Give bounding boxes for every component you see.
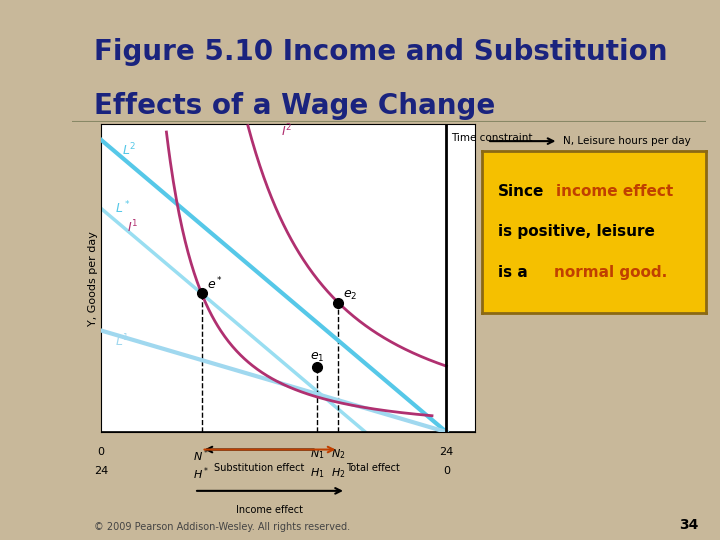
- Text: 0: 0: [97, 447, 104, 457]
- Text: 34: 34: [679, 518, 698, 532]
- Text: Since: Since: [498, 184, 544, 199]
- Text: $L^*$: $L^*$: [115, 199, 131, 216]
- Text: Effects of a Wage Change: Effects of a Wage Change: [94, 92, 495, 120]
- Text: $e_2$: $e_2$: [343, 289, 357, 302]
- Text: $H^*$: $H^*$: [194, 466, 210, 482]
- Text: $I^2$: $I^2$: [281, 123, 292, 139]
- Text: 24: 24: [439, 447, 454, 457]
- Text: H, Work hours per day: H, Work hours per day: [563, 163, 680, 172]
- Text: is positive, leisure: is positive, leisure: [498, 224, 655, 239]
- Text: Total effect: Total effect: [346, 463, 400, 474]
- Text: 0: 0: [443, 466, 450, 476]
- Text: $L^1$: $L^1$: [115, 332, 130, 349]
- Text: © 2009 Pearson Addison-Wesley. All rights reserved.: © 2009 Pearson Addison-Wesley. All right…: [94, 522, 350, 532]
- Text: Income effect: Income effect: [236, 504, 304, 515]
- Text: $I^1$: $I^1$: [127, 218, 138, 235]
- Text: Time constraint: Time constraint: [451, 133, 532, 144]
- Text: Figure 5.10 Income and Substitution: Figure 5.10 Income and Substitution: [94, 38, 667, 66]
- Text: Substitution effect: Substitution effect: [214, 463, 305, 474]
- Y-axis label: Y, Goods per day: Y, Goods per day: [88, 231, 98, 326]
- Text: $L^2$: $L^2$: [122, 141, 137, 158]
- Text: $H_1$: $H_1$: [310, 466, 324, 480]
- Text: $N_2$: $N_2$: [331, 447, 346, 461]
- Text: $H_2$: $H_2$: [331, 466, 346, 480]
- Text: $N_1$: $N_1$: [310, 447, 324, 461]
- Text: $N^*$: $N^*$: [194, 447, 210, 464]
- Text: 24: 24: [94, 466, 108, 476]
- Text: is a: is a: [498, 265, 528, 280]
- Text: $e_1$: $e_1$: [310, 350, 324, 364]
- Text: normal good.: normal good.: [554, 265, 667, 280]
- Text: N, Leisure hours per day: N, Leisure hours per day: [563, 136, 691, 146]
- Text: income effect: income effect: [556, 184, 673, 199]
- Text: $e^*$: $e^*$: [207, 275, 223, 292]
